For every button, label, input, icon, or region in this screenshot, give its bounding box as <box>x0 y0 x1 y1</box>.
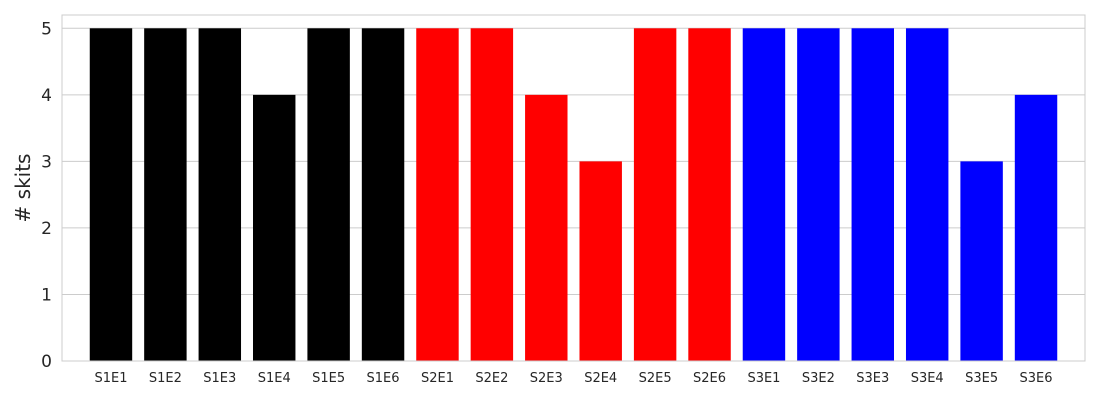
y-tick-labels: 0 1 2 3 4 5 <box>41 19 52 372</box>
y-tick-label: 2 <box>41 219 52 239</box>
y-axis-label: # skits <box>11 154 35 223</box>
bar-s1e6 <box>361 28 405 362</box>
bar-s1e4 <box>252 94 296 361</box>
bars <box>89 28 1058 362</box>
bar-s1e2 <box>144 28 187 362</box>
x-tick-label: S1E3 <box>203 371 236 386</box>
x-tick-label: S1E1 <box>94 371 127 386</box>
y-tick-label: 3 <box>41 152 52 172</box>
x-tick-label: S1E5 <box>312 371 345 386</box>
bar-s3e6 <box>1014 94 1058 361</box>
bar-s3e2 <box>797 28 840 362</box>
bar-s2e1 <box>416 28 459 362</box>
x-tick-label: S2E2 <box>475 371 508 386</box>
bar-s3e5 <box>960 161 1003 361</box>
x-tick-label: S1E4 <box>258 371 291 386</box>
y-tick-label: 1 <box>41 285 52 305</box>
x-tick-label: S3E6 <box>1020 371 1053 386</box>
x-tick-label: S1E2 <box>149 371 182 386</box>
x-tick-label: S2E1 <box>421 371 454 386</box>
y-tick-label: 0 <box>41 352 52 372</box>
x-tick-labels: S1E1 S1E2 S1E3 S1E4 S1E5 S1E6 S2E1 S2E2 S2E3 S2E4… <box>94 371 1052 386</box>
y-tick-label: 5 <box>41 19 52 39</box>
x-tick-label: S3E3 <box>856 371 889 386</box>
bar-s3e3 <box>851 28 895 362</box>
x-tick-label: S3E5 <box>965 371 998 386</box>
bar-s2e3 <box>525 94 568 361</box>
bar-s2e5 <box>633 28 677 362</box>
bar-s2e6 <box>688 28 731 362</box>
y-tick-label: 4 <box>41 86 52 106</box>
bar-s2e4 <box>579 161 622 361</box>
x-tick-label: S2E5 <box>639 371 672 386</box>
bar-s3e1 <box>742 28 786 362</box>
bar-s1e3 <box>198 28 242 362</box>
bar-s1e5 <box>307 28 350 362</box>
x-tick-label: S2E4 <box>584 371 617 386</box>
bar-s2e2 <box>470 28 514 362</box>
x-tick-label: S1E6 <box>367 371 400 386</box>
plot-frame <box>61 14 1086 362</box>
x-tick-label: S3E1 <box>747 371 780 386</box>
x-tick-label: S3E2 <box>802 371 835 386</box>
x-tick-label: S2E3 <box>530 371 563 386</box>
x-tick-label: S3E4 <box>911 371 944 386</box>
bar-s1e1 <box>89 28 133 362</box>
bar-s3e4 <box>905 28 949 362</box>
x-tick-label: S2E6 <box>693 371 726 386</box>
